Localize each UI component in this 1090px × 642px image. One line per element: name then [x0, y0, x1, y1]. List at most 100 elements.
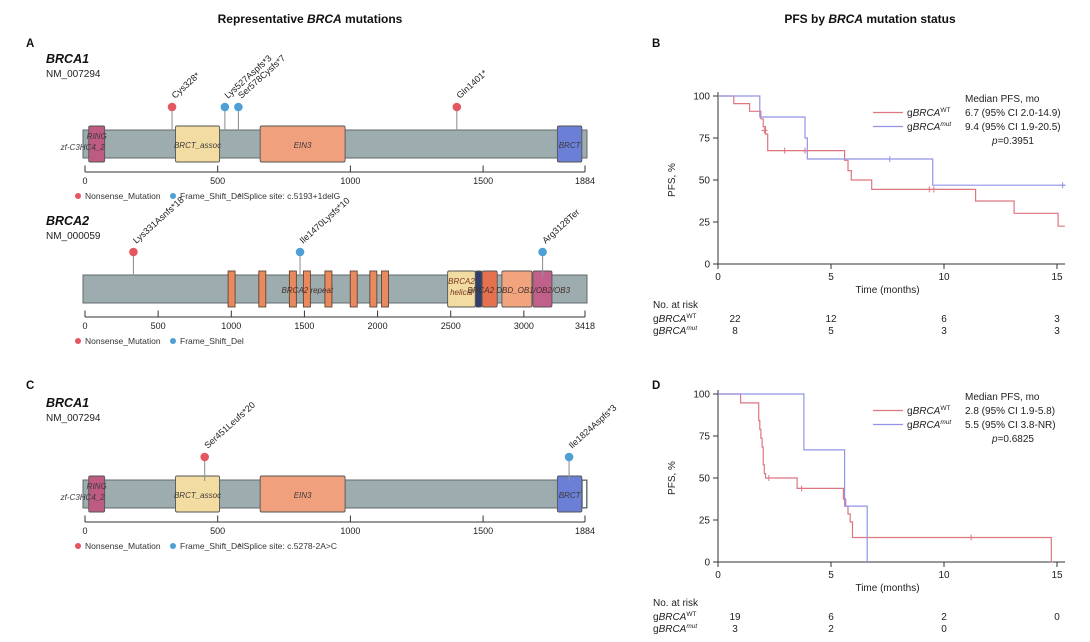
brca2-lollipop-chart-panel-a: BRCA2 helical BRCA2 repeat BRCA2 DBD_OB1/OB… [60, 195, 645, 360]
repeat-motif-bar [324, 270, 333, 308]
x-tick-label: 0 [715, 272, 721, 283]
brca1-lollipop-chart-panel-a: RING zf-C3HC4_2 BRCT_assoc EIN3 BRCT Cys328* L… [60, 50, 645, 215]
x-tick-label: 5 [828, 272, 834, 283]
y-tick-label: 100 [693, 390, 710, 401]
y-tick-label: 75 [699, 432, 711, 443]
risk-row-name: gBRCAWT [653, 313, 696, 325]
left-title-gene: BRCA [307, 12, 342, 26]
right-column-title: PFS by BRCA mutation status [650, 12, 1090, 26]
domain-label: helical [450, 288, 473, 297]
risk-count: 22 [729, 314, 741, 325]
legend-dot [170, 338, 176, 344]
domain-label: RING [87, 482, 107, 491]
aa-axis-tick-label: 0 [82, 176, 87, 186]
repeat-motif-bar [227, 270, 236, 308]
mutation-dot [220, 102, 230, 112]
legend-dot [170, 193, 176, 199]
mutation-label: Ser451Leufs*20 [202, 400, 257, 450]
y-tick-label: 50 [699, 474, 711, 485]
gene-transcript: NM_000059 [46, 231, 101, 242]
splice-site-note: * Splice site: c.5278-2A>C [238, 541, 337, 551]
repeat-motif-bar [288, 270, 297, 308]
domain-label: BRCT [559, 141, 582, 150]
x-tick-label: 5 [828, 570, 834, 581]
legend-series-name: gBRCAmut [907, 121, 952, 133]
risk-table-header: No. at risk [653, 598, 699, 609]
gene-name: BRCA2 [46, 214, 90, 228]
domain-label: zf-C3HC4_2 [60, 143, 105, 152]
p-value: p=0.3951 [991, 136, 1034, 147]
left-title-pre: Representative [217, 12, 308, 26]
risk-count: 2 [828, 624, 834, 635]
risk-count: 3 [941, 326, 947, 337]
domain-label: RING [87, 132, 107, 141]
lollipop-plot-A2: BRCA2 helical BRCA2 repeat BRCA2 DBD_OB1/OB… [75, 195, 595, 346]
mutation-label: Cys328* [170, 70, 202, 101]
mutation-dot [295, 247, 305, 257]
y-tick-label: 25 [699, 218, 711, 229]
bar-label: BRCA2 repeat [282, 286, 334, 295]
aa-axis-tick-label: 500 [151, 321, 166, 331]
aa-axis-tick-label: 1000 [221, 321, 241, 331]
aa-axis-tick-label: 1500 [473, 176, 493, 186]
risk-count: 3 [1054, 326, 1060, 337]
repeat-motif-bar [258, 270, 267, 308]
domain-box [175, 125, 221, 163]
x-axis-label: Time (months) [855, 583, 919, 594]
mutation-dot [564, 452, 574, 462]
legend-dot [75, 543, 81, 549]
aa-axis-tick-label: 1500 [473, 526, 493, 536]
mutation-label: Ile1470Lysfs*10 [298, 195, 352, 245]
backbone-endcap [581, 480, 587, 508]
y-tick-label: 0 [704, 558, 710, 569]
risk-count: 3 [1054, 314, 1060, 325]
x-tick-label: 15 [1051, 570, 1063, 581]
risk-count: 0 [941, 624, 947, 635]
domain-label: zf-C3HC4_2 [60, 493, 105, 502]
domain-box [88, 125, 106, 163]
domain-box [88, 475, 106, 513]
gene-name: BRCA1 [46, 52, 90, 66]
panel-label-a: A [26, 38, 35, 50]
aa-axis-tick-label: 1000 [340, 176, 360, 186]
domain-box [556, 125, 583, 163]
x-tick-label: 15 [1051, 272, 1063, 283]
risk-count: 5 [828, 326, 834, 337]
legend-label: Nonsense_Mutation [85, 541, 161, 551]
km-curve-WT [718, 393, 1053, 563]
repeat-motif-bar [302, 270, 311, 308]
legend-series-name: gBRCAmut [907, 419, 952, 431]
median-pfs-value: 9.4 (95% CI 1.9-20.5) [965, 122, 1061, 133]
right-title-post: mutation status [863, 12, 956, 26]
legend-header: Median PFS, mo [965, 94, 1040, 105]
aa-axis-tick-label: 500 [210, 176, 225, 186]
aa-axis-tick-label: 3418 [575, 321, 595, 331]
risk-row-name: gBRCAmut [653, 325, 698, 337]
domain-box [501, 270, 533, 308]
km-plot-B: 0 25 50 75 100 0 5 10 15 PFS, % Time (months) Media… [653, 92, 1066, 337]
km-curve-mut [718, 95, 1065, 186]
risk-count: 8 [732, 326, 738, 337]
mutation-dot [200, 452, 209, 462]
risk-row-name: gBRCAWT [653, 611, 696, 623]
risk-count: 6 [941, 314, 947, 325]
right-title-gene: BRCA [828, 12, 863, 26]
panel-label-d: D [652, 380, 661, 392]
y-tick-label: 75 [699, 134, 711, 145]
mutation-dot [167, 102, 177, 112]
x-tick-label: 10 [938, 570, 950, 581]
risk-count: 6 [828, 612, 834, 623]
repeat-motif-bar [381, 270, 389, 308]
left-title-post: mutations [341, 12, 403, 26]
y-tick-label: 50 [699, 176, 711, 187]
aa-axis-tick-label: 1884 [575, 526, 595, 536]
domain-label: BRCT_assoc [174, 141, 221, 150]
mutation-label: Gln1401* [454, 68, 489, 101]
domain-label: EIN3 [294, 491, 312, 500]
legend-header: Median PFS, mo [965, 392, 1040, 403]
gene-heading-brca2-panel-a: BRCA2 NM_000059 [46, 214, 100, 242]
km-plot-D: 0 25 50 75 100 0 5 10 15 PFS, % Time (months) Media… [653, 390, 1065, 635]
km-curve-mut [718, 393, 868, 562]
